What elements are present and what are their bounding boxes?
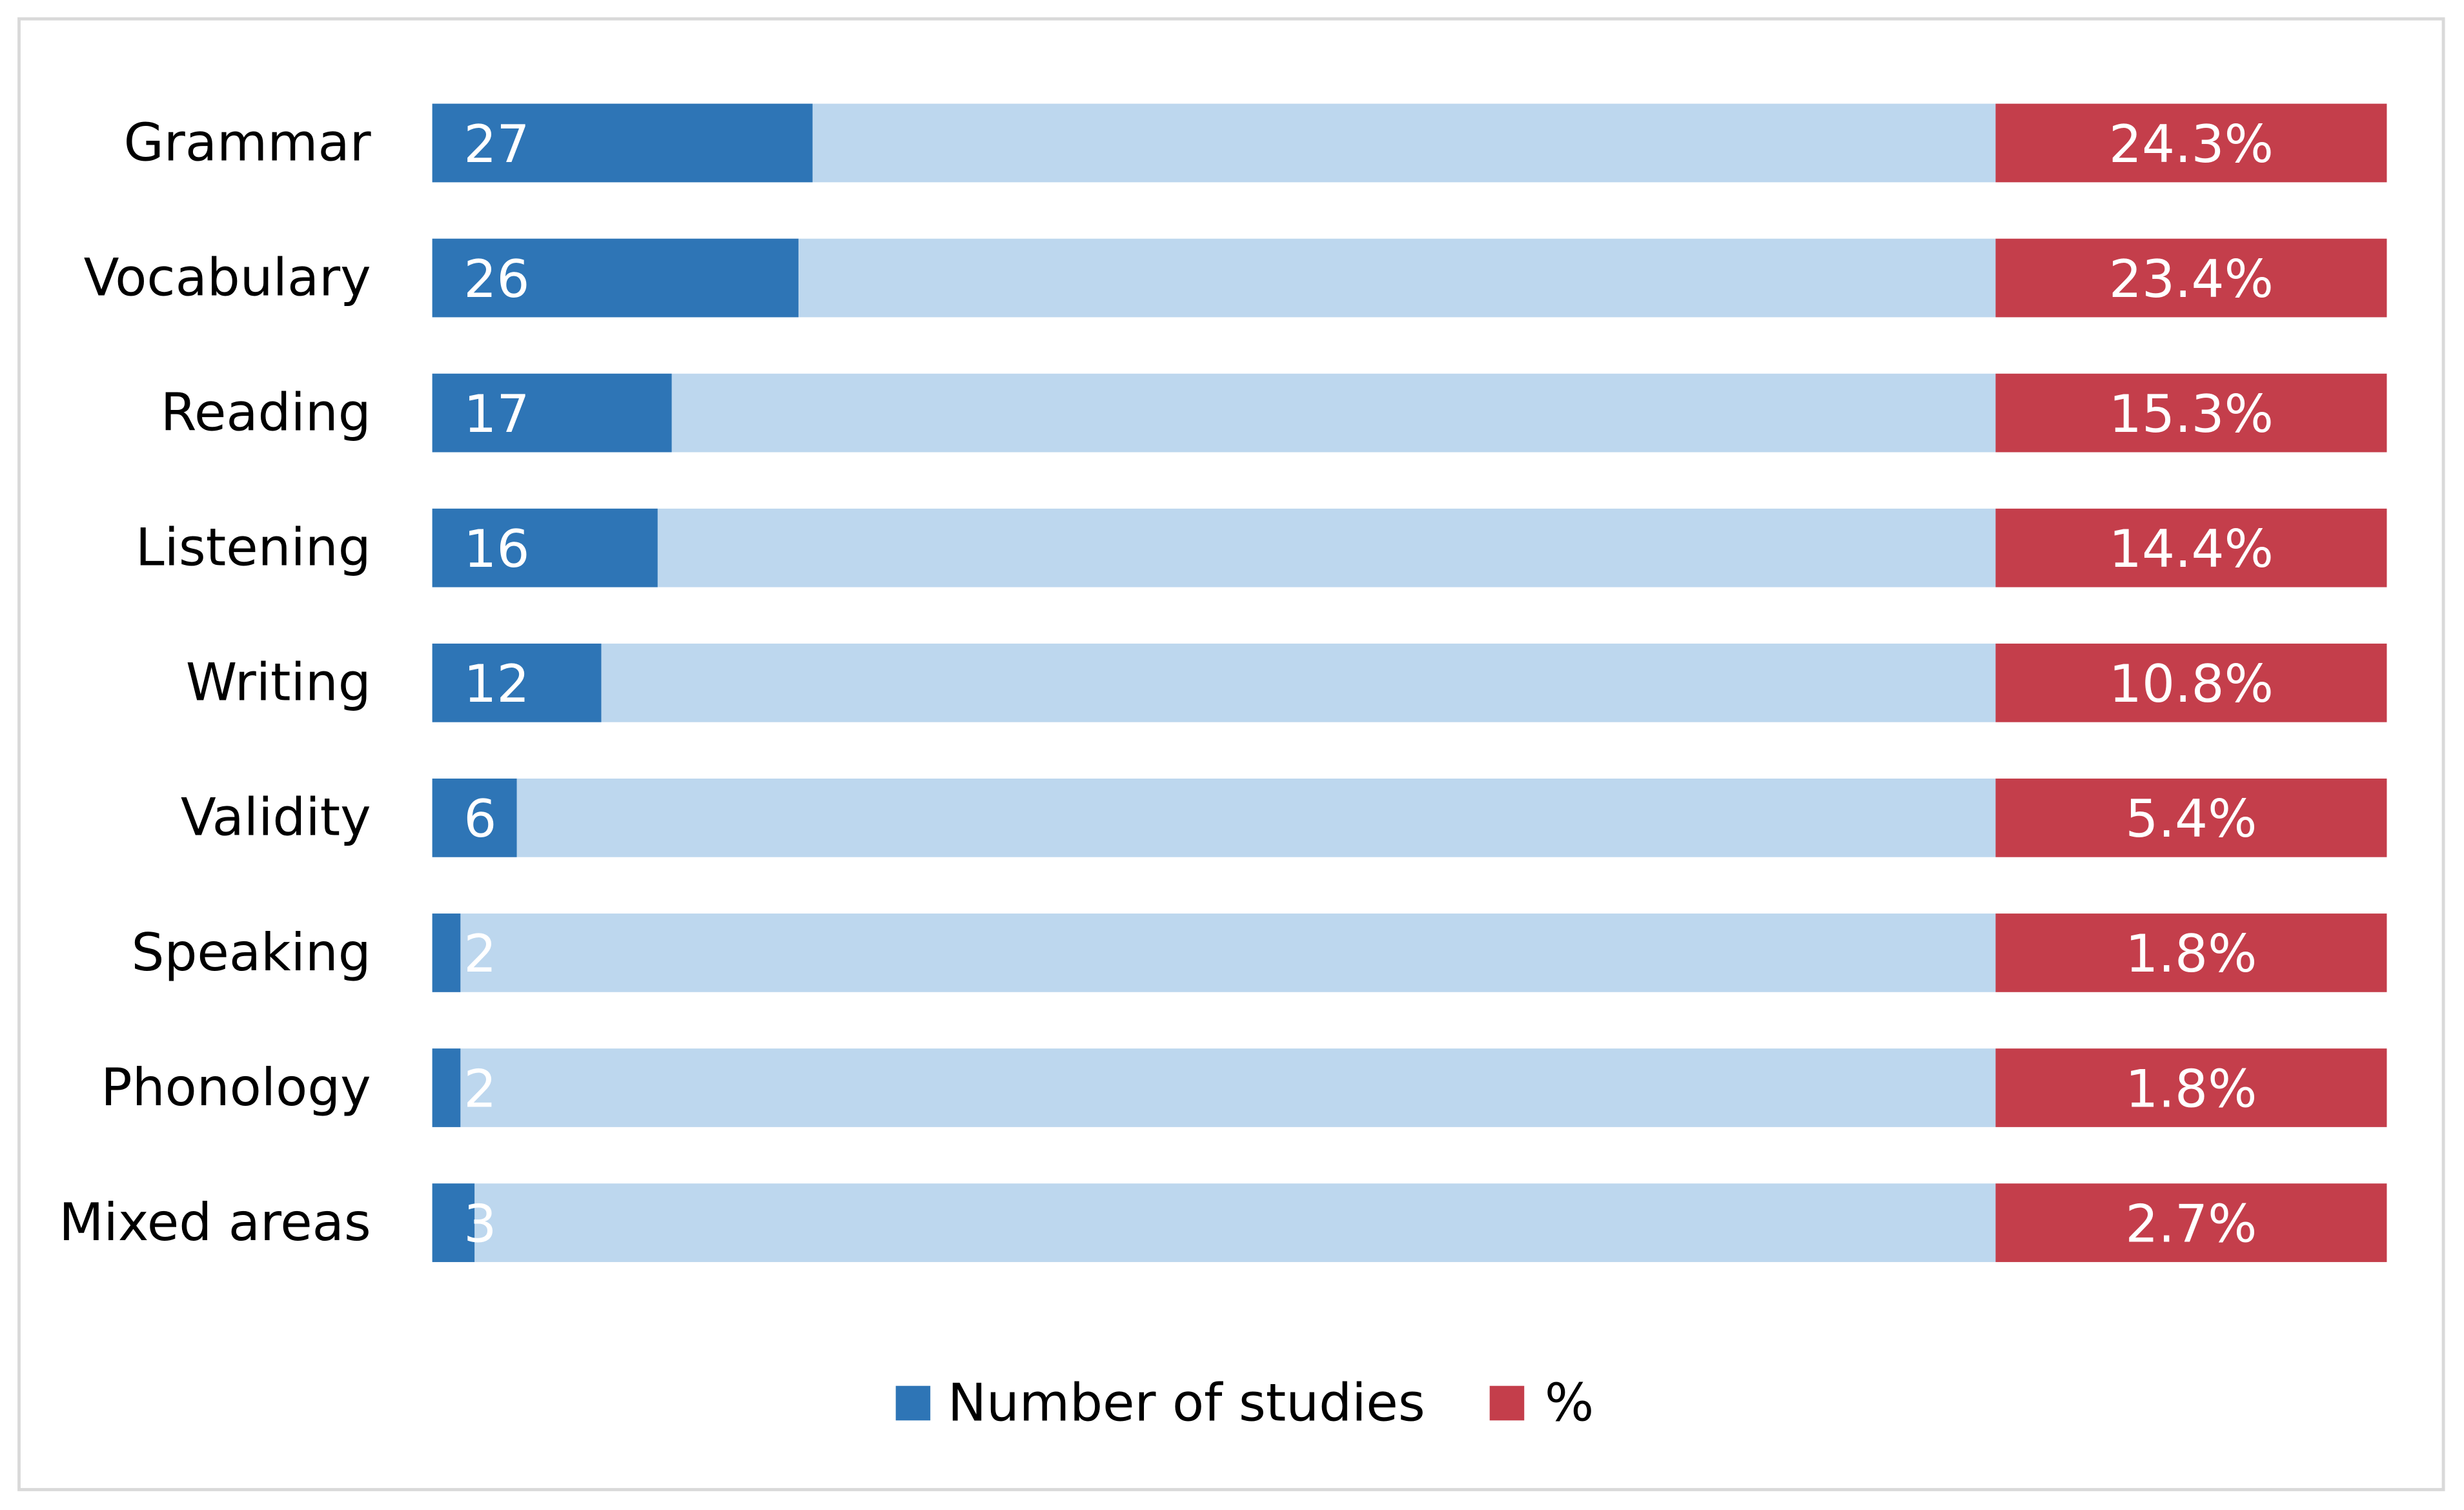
- value-label: 3: [463, 1193, 496, 1254]
- value-label: 10.8%: [2109, 653, 2274, 714]
- y-tick-label: Vocabulary: [84, 247, 371, 307]
- legend-label: %: [1545, 1372, 1594, 1433]
- track: [432, 643, 1996, 722]
- value-label: 23.4%: [2109, 249, 2274, 309]
- y-tick-label: Phonology: [101, 1057, 371, 1117]
- percent-cell: [1995, 643, 2387, 722]
- bar: [432, 508, 658, 587]
- percent-cell: [1995, 103, 2387, 183]
- bar: [432, 373, 672, 453]
- percent-cell: [1995, 1048, 2387, 1127]
- value-label: 16: [463, 518, 529, 579]
- track: [432, 508, 1996, 587]
- value-label: 6: [463, 788, 496, 849]
- y-tick-label: Validity: [181, 787, 371, 848]
- track: [432, 1183, 1996, 1262]
- value-label: 1.8%: [2125, 923, 2257, 984]
- legend-swatch: [895, 1385, 931, 1421]
- y-tick-label: Speaking: [131, 922, 371, 983]
- percent-cell: [1995, 508, 2387, 587]
- bar: [432, 238, 799, 318]
- percent-cell: [1995, 913, 2387, 992]
- bar: [432, 779, 517, 857]
- value-label: 26: [463, 249, 529, 309]
- value-label: 1.8%: [2125, 1058, 2257, 1119]
- percent-cell: [1995, 238, 2387, 318]
- value-label: 2: [463, 923, 496, 984]
- track: [432, 913, 1996, 992]
- percent-cell: [1995, 779, 2387, 857]
- bar: [432, 913, 461, 992]
- y-tick-label: Listening: [136, 517, 371, 578]
- track: [432, 779, 1996, 857]
- y-tick-label: Mixed areas: [59, 1192, 371, 1252]
- bar: [432, 643, 602, 722]
- y-tick-label: Writing: [186, 652, 371, 713]
- y-tick-label: Reading: [161, 382, 371, 442]
- track: [432, 1048, 1996, 1127]
- percent-cell: [1995, 373, 2387, 453]
- percent-cell: [1995, 1183, 2387, 1262]
- value-label: 5.4%: [2125, 788, 2257, 849]
- bar: [432, 1183, 475, 1262]
- bar: [432, 103, 813, 183]
- value-label: 27: [463, 114, 529, 174]
- track: [432, 373, 1996, 453]
- value-label: 15.3%: [2109, 383, 2274, 444]
- bar: [432, 1048, 461, 1127]
- value-label: 2: [463, 1058, 496, 1119]
- legend-swatch: [1489, 1385, 1525, 1421]
- value-label: 14.4%: [2109, 518, 2274, 579]
- legend-label: Number of studies: [948, 1372, 1425, 1433]
- y-tick-label: Grammar: [124, 112, 372, 172]
- value-label: 12: [463, 653, 529, 714]
- value-label: 24.3%: [2109, 114, 2274, 174]
- value-label: 2.7%: [2125, 1193, 2257, 1254]
- value-label: 17: [463, 383, 529, 444]
